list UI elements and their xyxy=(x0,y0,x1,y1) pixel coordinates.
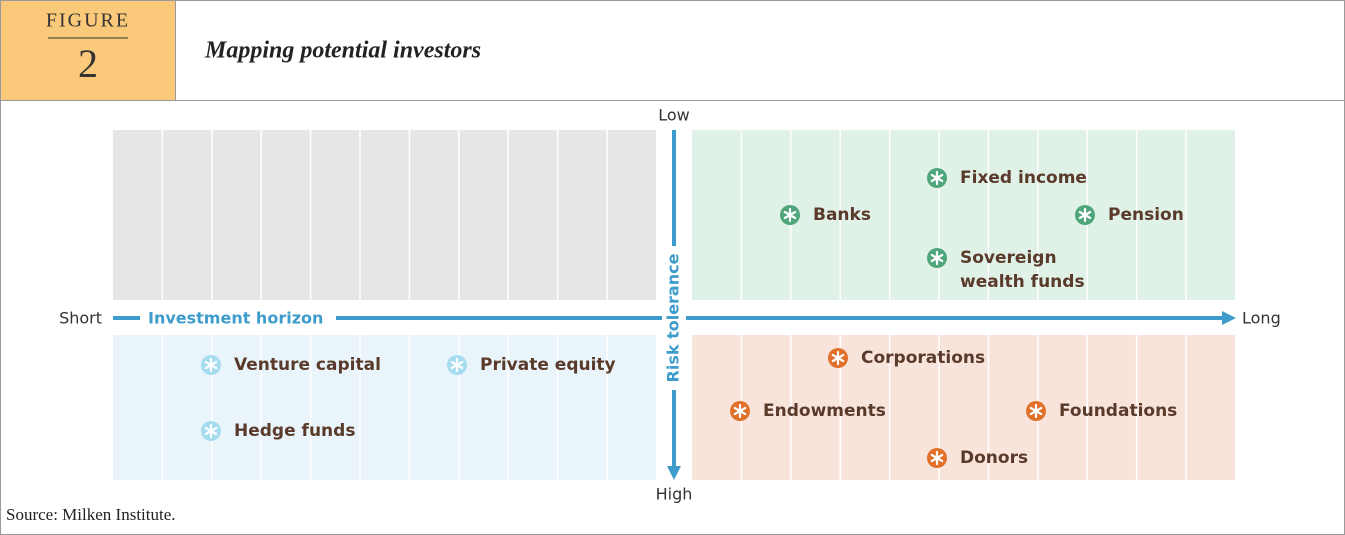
marker-star xyxy=(204,360,218,370)
y-arrow xyxy=(667,466,681,480)
investor-label: Hedge funds xyxy=(234,421,355,441)
investor-label: Corporations xyxy=(861,348,985,368)
x-axis-label: Investment horizon xyxy=(148,309,323,328)
investor: Hedge funds xyxy=(201,421,355,441)
marker-star xyxy=(204,426,218,436)
investor-label: wealth funds xyxy=(960,272,1085,292)
marker-star xyxy=(831,353,845,363)
x-end: Long xyxy=(1242,309,1281,328)
y-end: High xyxy=(656,485,693,504)
figure-label: FIGURE xyxy=(46,10,130,32)
marker-star xyxy=(930,253,944,263)
investor-label: Foundations xyxy=(1059,401,1177,421)
quadrant-top-left xyxy=(113,130,656,300)
marker-star xyxy=(930,453,944,463)
investor: Sovereign wealth funds xyxy=(927,248,1085,292)
marker-star xyxy=(1078,210,1092,220)
quadrants xyxy=(113,130,1235,480)
marker-star xyxy=(783,210,797,220)
investor-label: Pension xyxy=(1108,205,1184,225)
y-axis-label: Risk tolerance xyxy=(664,253,683,382)
marker-star xyxy=(1029,406,1043,416)
investor-label: Endowments xyxy=(763,401,886,421)
investor: Endowments xyxy=(730,401,886,421)
investor: Foundations xyxy=(1026,401,1177,421)
investor: Pension xyxy=(1075,205,1184,225)
investor: Fixed income xyxy=(927,168,1087,188)
investor-label: Sovereign xyxy=(960,248,1057,268)
investor: Venture capital xyxy=(201,355,381,375)
y-start: Low xyxy=(658,106,690,125)
figure-number: 2 xyxy=(78,41,98,86)
investor-label: Fixed income xyxy=(960,168,1087,188)
quadrant-bottom-right xyxy=(692,335,1235,480)
investor: Corporations xyxy=(828,348,985,368)
marker-star xyxy=(930,173,944,183)
investor-label: Banks xyxy=(813,205,871,225)
x-arrow xyxy=(1222,311,1236,325)
investor: Donors xyxy=(927,448,1028,468)
investor: Banks xyxy=(780,205,871,225)
investor-label: Private equity xyxy=(480,355,616,375)
investor: Private equity xyxy=(447,355,616,375)
source-note: Source: Milken Institute. xyxy=(6,505,176,524)
x-start: Short xyxy=(59,309,102,328)
investor-label: Donors xyxy=(960,448,1028,468)
marker-star xyxy=(450,360,464,370)
figure-badge xyxy=(0,0,176,101)
y-label-bg xyxy=(662,246,686,390)
x-label-bg xyxy=(140,306,336,330)
investor-label: Venture capital xyxy=(234,355,381,375)
marker-star xyxy=(733,406,747,416)
figure-title: Mapping potential investors xyxy=(204,38,481,64)
